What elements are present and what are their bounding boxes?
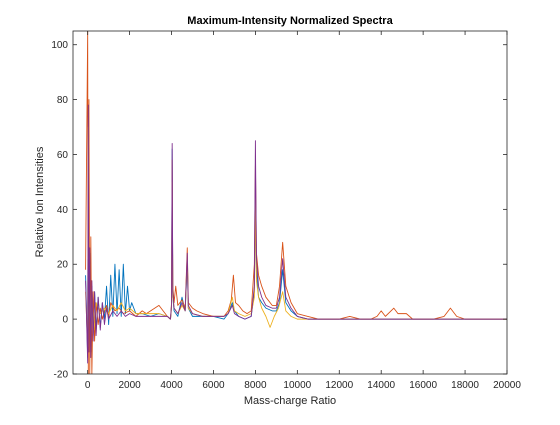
plot-area: [73, 31, 507, 374]
plot-frame: [72, 30, 508, 375]
chart-title: Maximum-Intensity Normalized Spectra: [187, 15, 393, 27]
x-tick-label: 6000: [202, 380, 225, 391]
series-line-4: [85, 104, 507, 364]
x-axis: 0 2000 4000 6000 8000 10000 12000 14000 16000 180…: [85, 31, 521, 391]
x-tick-label: 14000: [367, 380, 395, 391]
x-tick-label: 16000: [409, 380, 437, 391]
y-tick-label: 100: [51, 40, 68, 51]
x-tick-label: 2000: [118, 380, 141, 391]
x-tick-label: 12000: [325, 380, 353, 391]
x-tick-label: 18000: [451, 380, 479, 391]
y-tick-label: 0: [62, 315, 68, 326]
x-tick-label: 20000: [493, 380, 521, 391]
y-axis: -20 0 20 40 60 80 100: [51, 40, 507, 381]
x-tick-label: 10000: [283, 380, 311, 391]
y-axis-label: Relative Ion Intensities: [34, 146, 46, 257]
x-tick-label: 4000: [160, 380, 183, 391]
y-tick-label: 80: [57, 95, 69, 106]
x-tick-label: 0: [85, 380, 91, 391]
y-tick-label: -20: [54, 370, 69, 381]
x-axis-label: Mass-charge Ratio: [244, 395, 336, 407]
x-tick-label: 8000: [244, 380, 267, 391]
series-layer: [85, 31, 507, 374]
y-tick-label: 60: [57, 150, 69, 161]
y-tick-label: 40: [57, 205, 69, 216]
y-tick-label: 20: [57, 260, 69, 271]
